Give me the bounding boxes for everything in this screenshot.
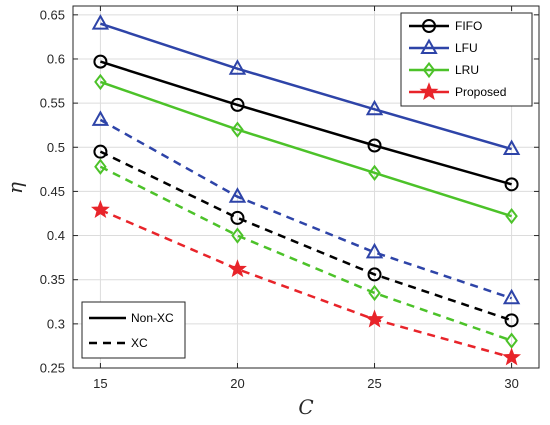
data-point [505,207,518,225]
data-point [230,97,245,112]
data-point [365,99,384,116]
series-line [100,22,512,151]
series-lfu-non-xc [91,14,521,156]
legend-entry-lru: LRU [409,61,479,79]
data-point [504,313,519,328]
data-point [93,54,108,69]
data-point [367,267,382,282]
legend-entry-fifo: FIFO [409,19,482,33]
data-point [91,14,110,30]
series-line [99,208,512,359]
x-axis-label: C [298,395,313,419]
y-tick-label: 0.6 [47,51,65,66]
series-line [99,150,512,322]
series-line [99,80,512,218]
data-point [228,59,247,75]
legend-marker [422,61,436,79]
legend-policy: FIFO LFU LRU Proposed [400,12,533,107]
legend-label: Non-XC [131,311,174,325]
data-point [368,284,381,302]
series-lru-xc [94,158,518,349]
legend-marker [420,38,438,54]
x-tick-label: 15 [93,376,107,391]
series-line [100,60,512,186]
y-tick-label: 0.55 [40,96,65,111]
legend-label: Proposed [455,85,506,99]
legend-entry-non-xc: Non-XC [89,311,174,325]
data-point [90,200,110,218]
y-tick-label: 0.5 [47,140,65,155]
legend-label: FIFO [455,19,482,33]
y-tick-label: 0.4 [47,228,65,243]
data-point [94,73,107,91]
series-lfu-xc [91,110,521,305]
series-fifo-non-xc [93,54,519,192]
x-tick-label: 30 [504,376,518,391]
data-point [365,242,384,259]
data-point [231,227,244,244]
y-tick-label: 0.25 [40,361,65,376]
x-tick-label: 20 [230,376,244,391]
data-point [91,110,110,126]
legend-style-box [81,301,186,359]
legend-entry-lfu: LFU [409,38,478,55]
data-point [228,187,247,203]
legend-entry-proposed: Proposed [409,82,506,101]
data-point [504,177,519,192]
y-tick-label: 0.3 [47,316,65,331]
data-point [502,347,522,366]
series-layer [90,14,522,366]
data-point [505,332,518,349]
series-fifo-xc [93,144,519,328]
y-tick-label: 0.45 [40,184,65,199]
legend-entry-xc: XC [89,336,148,350]
axes [72,5,540,369]
x-tick-label: 25 [367,376,381,391]
data-point [365,309,384,328]
series-lru-non-xc [94,73,518,225]
legend-label: LFU [455,41,478,55]
data-point [368,164,381,182]
legend-marker [419,82,439,101]
y-axis-label: η [3,182,27,194]
legend-label: LRU [455,63,479,77]
series-proposed-xc [90,200,522,366]
legend-label: XC [131,336,148,350]
legend-marker [422,19,436,33]
data-point [502,139,521,156]
series-line [99,118,512,300]
series-line [99,165,513,342]
data-point [231,121,244,138]
data-point [228,259,247,278]
y-tick-label: 0.35 [40,272,65,287]
legend-style: Non-XC XC [81,301,186,359]
plot-frame [72,5,540,369]
data-point [502,288,521,305]
y-tick-label: 0.65 [40,7,65,22]
data-point [94,158,107,175]
data-point [230,210,245,225]
tick-labels: 15 20 25 30 0.25 0.3 0.35 0.4 0.45 0.5 0.55 0.6 0.65 [40,7,519,391]
data-point [93,144,108,159]
data-point [367,138,382,153]
